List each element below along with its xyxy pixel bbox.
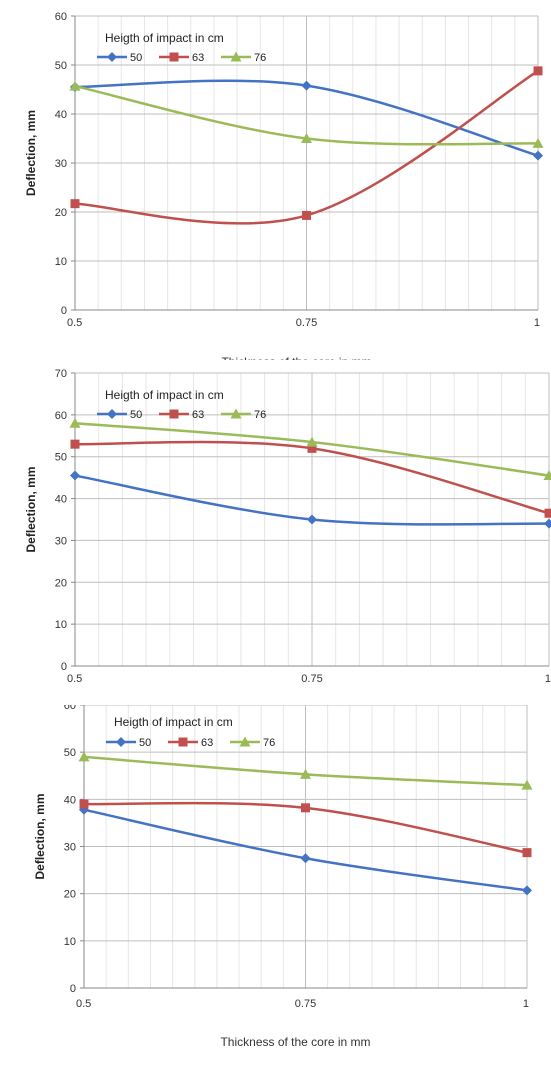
x-tick-label: 1: [534, 317, 540, 329]
y-axis-title: Deflection, mm: [24, 466, 38, 552]
x-axis-title: Thickness of the core in mm: [220, 1035, 370, 1049]
y-axis-title: Deflection, mm: [33, 793, 47, 879]
y-tick-label: 30: [55, 535, 67, 547]
y-tick-label: 20: [55, 207, 67, 219]
legend-label-76: 76: [254, 409, 266, 421]
x-axis-title: Thickness of the core in mm: [221, 355, 371, 360]
data-point-50-2: [522, 885, 532, 896]
data-point-76-1: [306, 436, 318, 447]
data-point-76-1: [300, 768, 311, 779]
y-tick-label: 10: [55, 256, 67, 268]
deflection-chart-3: 0 10 20 30 40 50 60 0.5 0.75 1 Thickness of the co…: [0, 705, 551, 1087]
x-tick-label: 1: [523, 998, 529, 1010]
legend-marker-63: [178, 737, 188, 747]
y-tick-label: 40: [55, 109, 67, 121]
data-point-63-1: [302, 210, 311, 220]
legend-title: Heigth of impact in cm: [114, 715, 233, 729]
y-tick-label: 20: [64, 889, 76, 901]
data-point-76-0: [69, 80, 81, 91]
x-tick-label: 0.5: [67, 317, 82, 329]
legend-label-50: 50: [139, 737, 151, 749]
data-point-76-0: [69, 417, 81, 428]
data-point-63-2: [522, 848, 532, 858]
legend-marker-50: [107, 409, 117, 419]
y-tick-label: 50: [64, 747, 76, 759]
data-point-50-2: [544, 518, 551, 529]
y-tick-label: 0: [61, 661, 67, 673]
y-tick-label: 40: [55, 494, 67, 506]
legend-marker-76: [230, 408, 242, 419]
y-tick-label: 60: [64, 705, 76, 712]
legend-title: Heigth of impact in cm: [105, 388, 224, 402]
data-point-76-2: [543, 470, 551, 481]
legend-label-63: 63: [192, 409, 204, 421]
x-tick-label: 0.75: [296, 317, 317, 329]
legend-label-50: 50: [130, 409, 142, 421]
data-point-63-0: [79, 799, 89, 809]
y-tick-label: 60: [55, 11, 67, 23]
data-point-50-2: [533, 150, 543, 161]
data-point-63-0: [70, 199, 80, 209]
y-tick-label: 50: [55, 60, 67, 72]
legend-label-50: 50: [130, 52, 142, 64]
y-tick-label: 30: [55, 158, 67, 170]
legend-marker-76: [230, 51, 242, 62]
deflection-chart-1: 0 10 20 30 40 50 60 0.5 0.75 1 Thickness of the co…: [0, 0, 551, 360]
legend-marker-63: [169, 409, 179, 419]
y-tick-label: 0: [61, 305, 67, 317]
x-tick-label: 0.75: [295, 998, 316, 1010]
data-point-63-1: [307, 443, 317, 453]
data-point-63-2: [544, 508, 551, 518]
x-tick-label: 0.5: [76, 998, 91, 1010]
y-tick-label: 40: [64, 794, 76, 806]
data-point-63-2: [533, 66, 543, 76]
y-tick-label: 10: [55, 619, 67, 631]
data-point-50-1: [300, 853, 311, 864]
data-point-76-0: [78, 751, 90, 762]
x-tick-label: 1: [545, 673, 551, 685]
legend-label-76: 76: [263, 737, 275, 749]
legend-label-76: 76: [254, 52, 266, 64]
legend-marker-76: [239, 736, 251, 747]
data-point-50-0: [70, 470, 80, 481]
y-tick-label: 70: [55, 368, 67, 380]
y-tick-label: 0: [70, 983, 76, 995]
legend-marker-50: [116, 737, 126, 747]
data-point-76-1: [301, 133, 312, 143]
legend-marker-63: [169, 52, 179, 62]
legend-marker-50: [107, 52, 117, 62]
data-point-76-2: [532, 137, 544, 148]
data-point-63-0: [70, 439, 80, 449]
legend-label-63: 63: [192, 52, 204, 64]
y-tick-label: 10: [64, 936, 76, 948]
data-point-50-1: [307, 514, 317, 525]
chart-3-svg: 0 10 20 30 40 50 60 0.5 0.75 1 Thickness of the co…: [33, 705, 533, 1049]
legend-label-63: 63: [201, 737, 213, 749]
data-point-76-2: [521, 779, 533, 790]
x-tick-label: 0.5: [67, 673, 82, 685]
y-tick-label: 60: [55, 410, 67, 422]
data-point-50-1: [301, 80, 312, 91]
y-tick-label: 50: [55, 452, 67, 464]
chart-1-svg: 0 10 20 30 40 50 60 0.5 0.75 1 Thickness of the co…: [24, 11, 544, 360]
legend-title: Heigth of impact in cm: [105, 31, 224, 45]
y-tick-label: 20: [55, 577, 67, 589]
y-axis-title: Deflection, mm: [24, 110, 38, 196]
x-tick-label: 0.75: [301, 673, 322, 685]
y-tick-label: 30: [64, 842, 76, 854]
data-point-63-1: [301, 803, 310, 813]
